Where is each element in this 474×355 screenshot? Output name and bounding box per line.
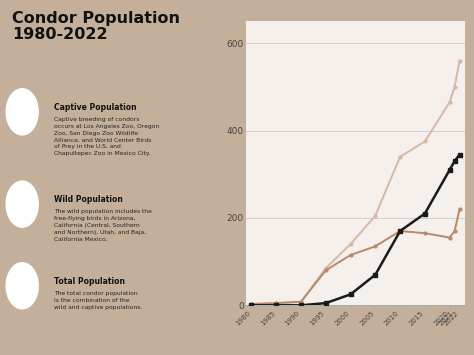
Text: Captive Population: Captive Population <box>54 103 137 112</box>
Text: Total Population: Total Population <box>54 277 125 286</box>
Circle shape <box>6 263 38 309</box>
Text: Captive breeding of condors
occurs at Los Angeles Zoo, Oregon
Zoo, San Diego Zoo: Captive breeding of condors occurs at Lo… <box>54 117 159 156</box>
Text: The total condor population
is the combination of the
wild and captive populatio: The total condor population is the combi… <box>54 291 143 310</box>
Text: Condor Population
1980-2022: Condor Population 1980-2022 <box>12 11 180 43</box>
Text: The wild population includes the
free-flying birds in Arizona,
California (Centr: The wild population includes the free-fl… <box>54 209 152 242</box>
Circle shape <box>6 89 38 135</box>
Circle shape <box>6 181 38 227</box>
Text: Wild Population: Wild Population <box>54 195 123 204</box>
